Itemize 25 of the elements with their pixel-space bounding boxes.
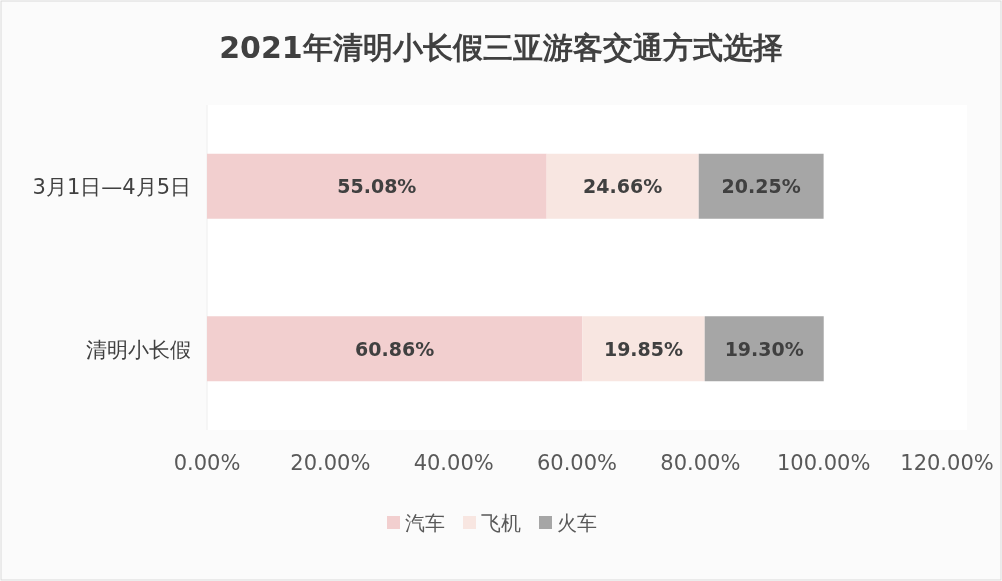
x-tick-label: 0.00% (173, 451, 241, 475)
bar (698, 153, 824, 219)
legend-label: 火车 (557, 511, 597, 535)
bar (704, 316, 824, 382)
x-tick-label: 120.00% (900, 451, 994, 475)
data-label: 20.25% (721, 175, 801, 198)
y-tick-label: 3月1日—4月5日 (32, 175, 191, 200)
chart-title: 2021年清明小长假三亚游客交通方式选择 (219, 30, 783, 65)
x-tick-label: 20.00% (290, 451, 371, 475)
y-tick-label: 清明小长假 (86, 337, 191, 362)
bar (207, 316, 583, 382)
x-tick-label: 100.00% (776, 451, 871, 475)
bar (546, 153, 699, 219)
x-tick-label: 80.00% (660, 451, 741, 475)
data-label: 19.85% (603, 337, 684, 360)
data-label: 19.30% (724, 337, 804, 360)
data-label: 60.86% (355, 337, 435, 360)
bar (582, 316, 705, 382)
legend-label: 飞机 (481, 511, 521, 535)
bar (207, 153, 547, 219)
x-tick-label: 60.00% (536, 451, 618, 475)
data-label: 55.08% (337, 175, 417, 198)
legend-label: 汽车 (405, 511, 445, 535)
x-tick-label: 40.00% (413, 451, 494, 475)
data-label: 24.66% (583, 175, 663, 198)
